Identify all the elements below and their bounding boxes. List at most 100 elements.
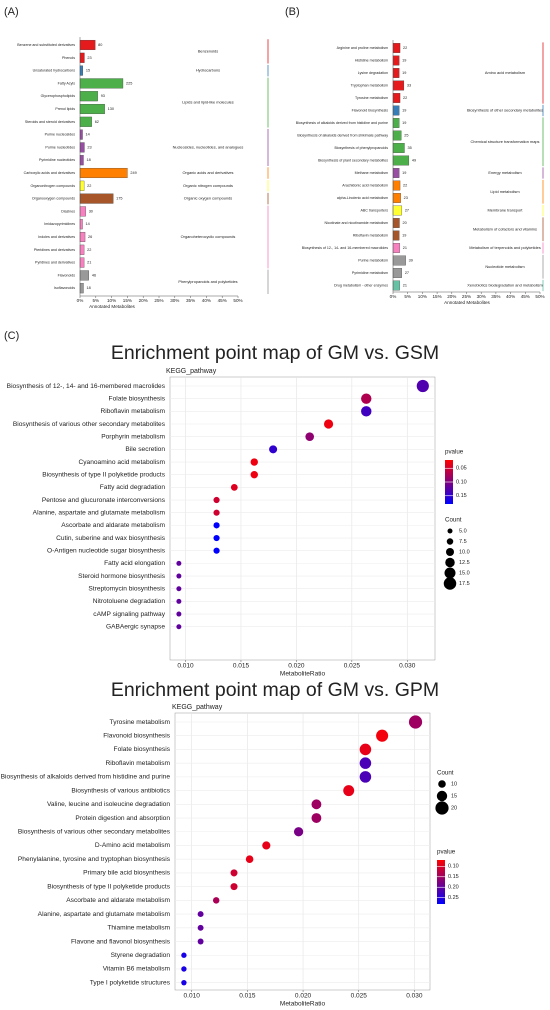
dot <box>361 406 372 417</box>
bar <box>392 168 400 178</box>
count-label: 18 <box>86 286 90 290</box>
category-label: Flavonoid biosynthesis <box>103 732 170 739</box>
group-label: Organic oxygen compounds <box>184 196 232 201</box>
x-tick-label: 5% <box>92 298 99 303</box>
dot <box>408 715 423 729</box>
x-tick-label: 40% <box>202 298 211 303</box>
group-label: Nucleosides, nucleotides, and analogues <box>173 144 244 149</box>
group-label: Amino acid metabolism <box>485 70 525 75</box>
bar <box>392 93 401 103</box>
x-tick-label: 0% <box>77 298 84 303</box>
count-label: 19 <box>402 109 406 113</box>
x-tick-label: 0.015 <box>233 663 250 670</box>
category-label: Benzene and substituted derivatives <box>17 43 75 47</box>
category-label: Type I polyketide structures <box>90 979 171 986</box>
category-label: Biosynthesis of 12-, 14- and 16-membered… <box>302 246 388 250</box>
category-label: Biosynthesis of alkaloids derived from s… <box>297 133 388 137</box>
bar <box>79 103 105 115</box>
count-label: 19 <box>402 171 406 175</box>
category-label: Thiamine metabolism <box>107 925 170 932</box>
bar <box>79 283 84 294</box>
count-label: 49 <box>412 159 416 163</box>
count-label: 93 <box>101 94 105 98</box>
count-label: 23 <box>87 56 91 60</box>
x-tick-label: 30% <box>477 294 486 299</box>
legend-dot <box>445 557 455 568</box>
category-label: Phenols <box>62 56 75 60</box>
category-label: Porphyrin metabolism <box>101 433 165 440</box>
category-label: Flavonoids <box>58 273 76 277</box>
x-tick-label: 10% <box>107 298 116 303</box>
category-label: Bile secretion <box>125 446 165 453</box>
category-label: Primary bile acid biosynthesis <box>83 870 171 877</box>
legend-label: 17.5 <box>459 581 470 587</box>
category-label: Flavonoid biosynthesis <box>352 108 389 112</box>
x-tick-label: 50% <box>233 298 242 303</box>
dot <box>181 952 187 958</box>
dot <box>250 458 258 466</box>
category-label: Folate biosynthesis <box>114 746 171 753</box>
legend-label: 10.0 <box>459 549 470 555</box>
category-label: O-Antigen nucleotide sugar biosynthesis <box>47 547 166 554</box>
count-label: 39 <box>409 259 413 263</box>
category-label: Steroids and steroid derivatives <box>25 120 75 124</box>
bar <box>392 230 400 241</box>
dot <box>305 432 315 441</box>
category-label: Biosynthesis of various other secondary … <box>18 829 171 836</box>
bar <box>79 52 85 63</box>
category-label: Biosynthesis of alkaloids derived from h… <box>296 121 388 125</box>
legend-dot <box>438 780 446 788</box>
count-label: 19 <box>402 121 406 125</box>
group-label: Organic nitrogen compounds <box>183 183 233 188</box>
bar <box>79 244 85 255</box>
legend-label: 10 <box>451 781 457 787</box>
category-label: Purine metabolism <box>358 258 388 262</box>
legend-label: 15.0 <box>459 570 470 576</box>
x-axis-title: MetaboliteRatio <box>280 671 326 678</box>
bar <box>79 219 83 230</box>
dot <box>416 379 429 393</box>
category-label: Vitamin B6 metabolism <box>103 966 171 973</box>
group-label: Organic acids and derivatives <box>182 170 233 175</box>
dot <box>359 743 372 756</box>
category-label: Alanine, aspartate and glutamate metabol… <box>33 509 166 516</box>
count-label: 22 <box>403 184 407 188</box>
group-label: Nucleotide metabolism <box>485 264 524 269</box>
dot <box>359 757 372 769</box>
legend-label: 20 <box>451 805 457 811</box>
legend-title: Count <box>445 517 462 524</box>
count-label: 225 <box>126 81 132 85</box>
panel-label: (C) <box>4 330 19 342</box>
dot <box>197 911 204 918</box>
bar <box>79 65 83 76</box>
legend-dot <box>435 801 449 815</box>
category-label: Fatty acid elongation <box>104 560 165 567</box>
count-label: 26 <box>88 235 92 239</box>
dot <box>213 509 220 516</box>
dot <box>230 483 238 491</box>
legend-dot <box>447 528 453 534</box>
subtitle: KEGG_pathway <box>166 368 217 375</box>
category-label: alpha-Linolenic acid metabolism <box>337 196 388 200</box>
x-tick-label: 30% <box>170 298 179 303</box>
plot-area <box>169 376 436 661</box>
dot <box>293 827 304 837</box>
x-tick-label: 0.030 <box>406 993 423 1000</box>
bar <box>79 116 92 127</box>
category-label: Prenol lipids <box>55 107 75 111</box>
panel-label: (B) <box>285 6 300 18</box>
category-label: Pentose and glucuronate interconversions <box>42 497 166 504</box>
x-tick-label: 35% <box>186 298 195 303</box>
x-tick-label: 0.020 <box>295 993 312 1000</box>
count-label: 22 <box>403 96 407 100</box>
dot <box>213 496 220 504</box>
x-tick-label: 35% <box>491 294 500 299</box>
x-tick-label: 0.025 <box>351 993 368 1000</box>
x-axis-title: Annotated Metabolites <box>89 304 135 309</box>
dot <box>361 393 372 404</box>
category-label: Isoflavonoids <box>54 286 75 290</box>
chart-title: Enrichment point map of GM vs. GSM <box>111 342 439 364</box>
dot <box>176 560 182 566</box>
group-label: Metabolism of terpenoids and polyketides <box>469 245 541 250</box>
